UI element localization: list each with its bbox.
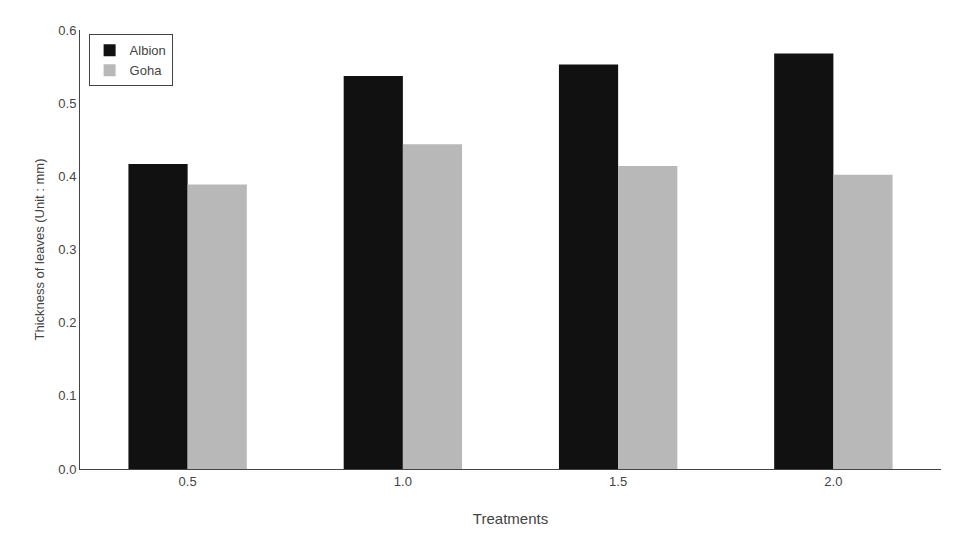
svg-text:0.0: 0.0	[58, 462, 76, 477]
svg-text:Thickness of leaves (Unit : mm: Thickness of leaves (Unit : mm)	[32, 158, 47, 340]
svg-text:0.1: 0.1	[58, 388, 76, 403]
svg-text:Albion: Albion	[130, 43, 166, 58]
svg-text:0.3: 0.3	[58, 242, 76, 257]
svg-text:1.5: 1.5	[609, 474, 627, 489]
svg-text:0.5: 0.5	[179, 474, 197, 489]
svg-text:0.2: 0.2	[58, 315, 76, 330]
svg-text:2.0: 2.0	[824, 474, 842, 489]
svg-text:0.4: 0.4	[58, 169, 76, 184]
svg-text:Treatments: Treatments	[473, 510, 548, 527]
svg-text:0.5: 0.5	[58, 96, 76, 111]
svg-text:0.6: 0.6	[58, 23, 76, 38]
svg-text:Goha: Goha	[130, 63, 163, 78]
svg-text:1.0: 1.0	[394, 474, 412, 489]
